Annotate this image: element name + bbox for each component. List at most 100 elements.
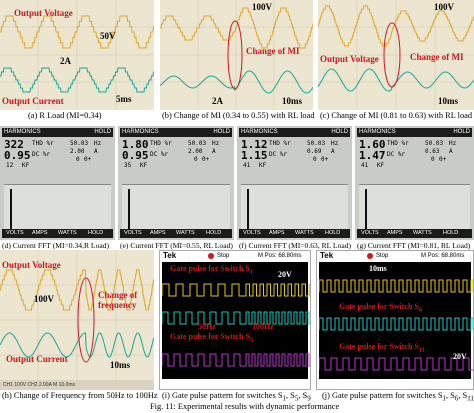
fft-header-left: HARMONICS — [241, 129, 278, 135]
panel-h-waveforms — [0, 250, 154, 380]
footer-watts[interactable]: WATTS — [295, 230, 314, 236]
kf-value: 41 — [361, 162, 369, 169]
freq-value: 50.03 — [307, 140, 326, 147]
fft-panel: HARMONICS HOLD 1.12 THD %r 50.03 Hz 1.15… — [237, 126, 352, 240]
harmonic-bar — [247, 189, 249, 235]
time-scale-label: 10ms — [438, 96, 458, 106]
thd-value: 1.60 — [359, 138, 386, 151]
freq-unit: Hz — [449, 140, 457, 147]
scale-label: 20V — [453, 352, 467, 361]
kf-unit: KF — [259, 162, 267, 169]
rms-unit: A — [94, 148, 98, 155]
rms-unit: A — [212, 148, 216, 155]
thd-unit: THD %r — [387, 140, 409, 147]
time-scale-label: 5ms — [116, 94, 132, 104]
footer-watts[interactable]: WATTS — [413, 230, 432, 236]
panel-b-scope: 100V Change of MI 2A 10ms — [160, 0, 313, 110]
harmonic-spectrum — [241, 184, 348, 235]
voltage-scale-label: 100V — [34, 294, 54, 304]
footer-watts[interactable]: WATTS — [58, 230, 77, 236]
time-scale-label: 10ms — [282, 96, 302, 106]
harmonic-bar — [365, 189, 367, 235]
voltage-waveform — [0, 15, 154, 49]
footer-amps[interactable]: AMPS — [269, 230, 285, 236]
thd-unit: THD %r — [32, 140, 54, 147]
stop-label: Stop — [217, 253, 230, 259]
freq-value: 50.03 — [425, 140, 444, 147]
caption-h: (h) Change of Frequency from 50Hz to 100… — [2, 391, 158, 400]
rms-value: 2.00 — [70, 148, 85, 155]
thd-unit: THD %r — [269, 140, 291, 147]
fft-header-left: HARMONICS — [122, 129, 159, 135]
voltage-scale-label: 100V — [252, 2, 272, 12]
voltage-waveform — [318, 5, 474, 47]
footer-amps[interactable]: AMPS — [387, 230, 403, 236]
freq-unit: Hz — [331, 140, 339, 147]
footer-watts[interactable]: WATTS — [176, 230, 195, 236]
panel-b-waveforms — [160, 0, 313, 110]
footer-hold[interactable]: HOLD — [325, 230, 341, 236]
freq-unit: Hz — [94, 140, 102, 147]
footer-volts[interactable]: VOLTS — [124, 230, 142, 236]
deg-unit: 0+ — [202, 156, 210, 163]
footer-hold[interactable]: HOLD — [443, 230, 459, 236]
tek-logo: Tek — [163, 251, 177, 260]
output-voltage-label: Output Voltage — [14, 8, 73, 18]
panel-j-plot: 10ms Gate pulse for Switch S6 Gate pulse… — [319, 262, 473, 379]
deg-value: 0 — [76, 156, 80, 163]
footer-amps[interactable]: AMPS — [150, 230, 166, 236]
change-marker-ellipse — [227, 20, 243, 90]
pulse-trace-magenta — [162, 353, 310, 367]
fft-footer: VOLTS AMPS WATTS HOLD — [357, 229, 472, 238]
fft-header: HARMONICS HOLD — [120, 128, 232, 137]
caption-j: (j) Gate pulse pattern for switches S1, … — [322, 391, 474, 403]
rms-value: 0.63 — [425, 148, 440, 155]
output-voltage-label: Output Voltage — [320, 54, 379, 64]
change-marker-ellipse — [383, 22, 401, 88]
m-pos-label: M Pos: 68.80ms — [258, 253, 302, 259]
fft-caption: (e) Current FFT (MI=0.55, RL Load) — [120, 241, 233, 250]
deg-unit: 0+ — [84, 156, 92, 163]
rms-unit: A — [331, 148, 335, 155]
footer-hold[interactable]: HOLD — [88, 230, 104, 236]
harmonic-bar — [10, 189, 12, 235]
panel-a-waveforms — [0, 0, 154, 110]
panel-c-waveforms — [318, 0, 474, 110]
time-scale-label: 10ms — [110, 360, 130, 370]
caption-b: (b) Change of MI (0.34 to 0.55) with RL … — [162, 111, 315, 120]
fft-footer: VOLTS AMPS WATTS HOLD — [2, 229, 113, 238]
panel-j-topbar: Tek Stop M Pos: 68.80ms — [317, 251, 473, 261]
fft-header-left: HARMONICS — [359, 129, 396, 135]
output-current-label: Output Current — [6, 354, 68, 364]
dc-value: 1.15 — [241, 149, 268, 162]
kf-value: 35 — [124, 162, 132, 169]
kf-unit: KF — [22, 162, 30, 169]
deg-value: 0 — [194, 156, 198, 163]
fft-panel: HARMONICS HOLD 322 THD %r 50.03 Hz 0.95 … — [0, 126, 115, 240]
freq-50hz-label: 50Hz — [198, 322, 216, 331]
thd-value: 1.12 — [241, 138, 268, 151]
voltage-scale-label: 100V — [434, 2, 454, 12]
panel-a-scope: Output Voltage 50V 2A Output Current 5ms — [0, 0, 154, 110]
freq-value: 50.03 — [70, 140, 89, 147]
footer-volts[interactable]: VOLTS — [361, 230, 379, 236]
panel-h-status-bar: CH1 100V CH2 2.00A M 10.0ms — [0, 380, 154, 390]
fft-header-left: HARMONICS — [4, 129, 41, 135]
fft-header-right: HOLD — [213, 129, 230, 135]
fft-footer: VOLTS AMPS WATTS HOLD — [120, 229, 232, 238]
dc-unit: DC %r — [387, 151, 406, 158]
pulse-trace-magenta — [319, 357, 473, 371]
gate-pulse-s5-label: Gate pulse for Switch S5 — [170, 332, 254, 344]
panel-j-scope: Tek Stop M Pos: 68.80ms 10ms Gate pulse … — [316, 250, 474, 390]
footer-volts[interactable]: VOLTS — [243, 230, 261, 236]
footer-hold[interactable]: HOLD — [206, 230, 222, 236]
fft-header: HARMONICS HOLD — [2, 128, 113, 137]
footer-volts[interactable]: VOLTS — [6, 230, 24, 236]
fft-panel: HARMONICS HOLD 1.60 THD %r 50.03 Hz 1.47… — [355, 126, 474, 240]
deg-unit: 0+ — [439, 156, 447, 163]
kf-value: 41 — [243, 162, 251, 169]
footer-amps[interactable]: AMPS — [32, 230, 48, 236]
harmonic-bar — [128, 189, 130, 235]
change-of-mi-label: Change of MI — [246, 46, 300, 56]
kf-unit: KF — [140, 162, 148, 169]
